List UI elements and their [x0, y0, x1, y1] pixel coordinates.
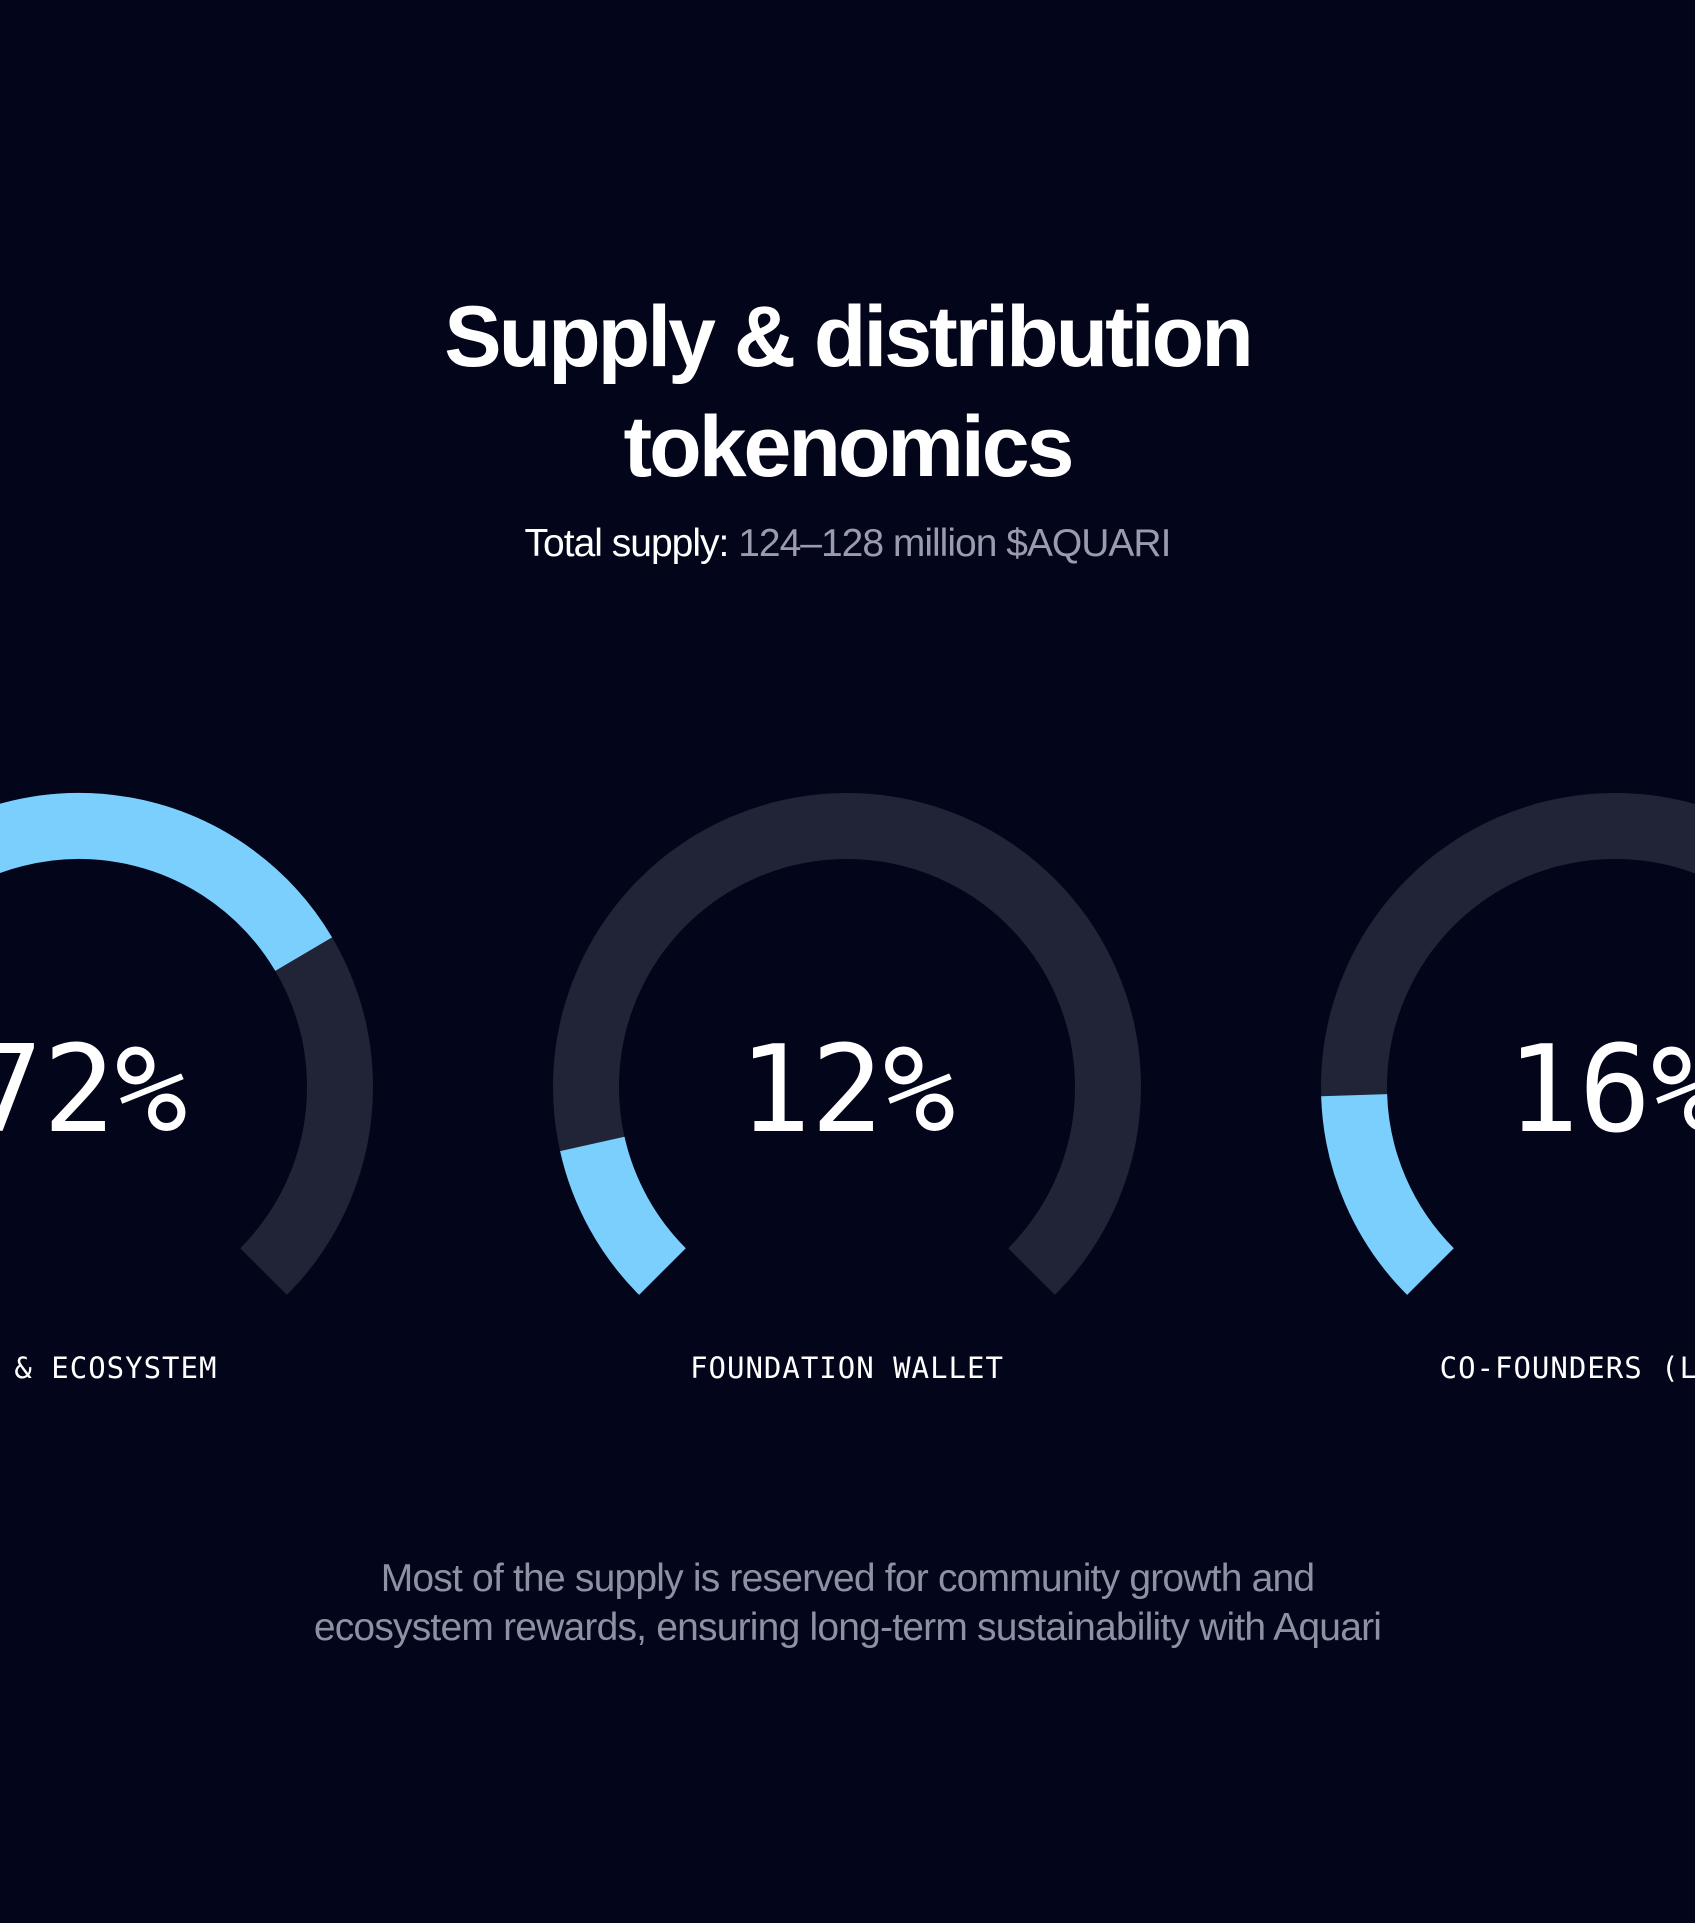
total-supply-label: Total supply: [524, 522, 730, 565]
footer-note-line-1: Most of the supply is reserved for commu… [380, 1557, 1315, 1600]
page-title-line-2: tokenomics [623, 399, 1075, 495]
gauge-community-ecosystem: 72% ITY & ECOSYSTEM [0, 792, 373, 1385]
gauge-percentage: 12% [739, 1021, 956, 1160]
gauge-foundation-wallet: 12% FOUNDATION WALLET [553, 793, 1141, 1385]
gauge-label: ITY & ECOSYSTEM [0, 1351, 217, 1385]
page-title-line-1: Supply & distribution [444, 289, 1254, 385]
gauge-co-founders-locked: 16% CO-FOUNDERS (LOCKED [1321, 793, 1695, 1385]
footer-note-line-2: ecosystem rewards, ensuring long-term su… [313, 1606, 1382, 1649]
gauge-track [553, 793, 1141, 1295]
gauge-label: FOUNDATION WALLET [690, 1351, 1004, 1385]
gauge-label: CO-FOUNDERS (LOCKED [1440, 1351, 1695, 1385]
total-supply: Total supply: 124–128 million $AQUARI [0, 520, 1695, 568]
gauge-percentage: 72% [0, 1021, 187, 1160]
total-supply-value: 124–128 million $AQUARI [738, 522, 1171, 565]
gauge-value-arc [0, 792, 333, 971]
gauge-value-arc [560, 1136, 687, 1295]
gauge-value-arc [1321, 1093, 1455, 1295]
footer-note: Most of the supply is reserved for commu… [0, 1554, 1695, 1652]
page-title: Supply & distribution tokenomics [0, 282, 1695, 502]
gauge-percentage: 16% [1507, 1021, 1695, 1160]
